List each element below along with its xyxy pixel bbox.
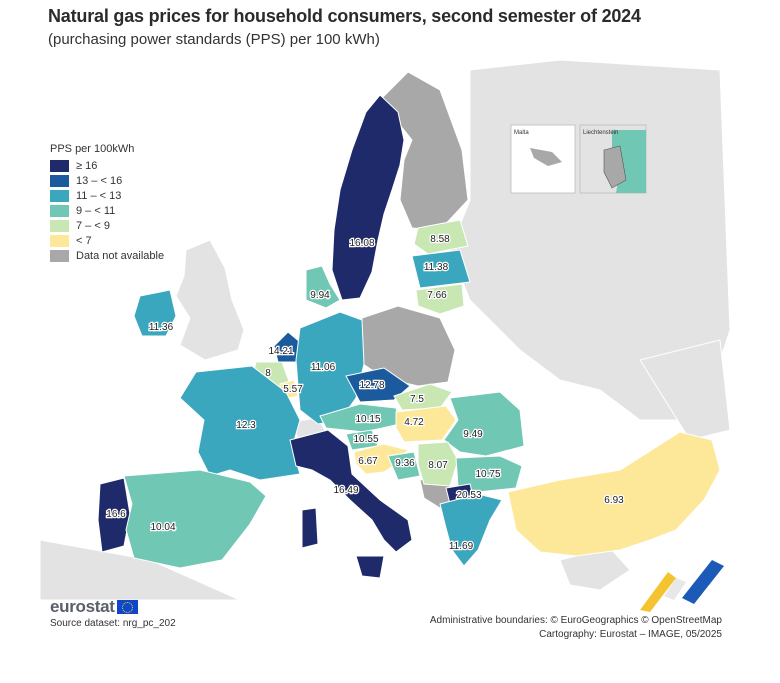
- value-label-bulgaria: 10.75: [475, 469, 500, 480]
- serbia: [417, 441, 459, 487]
- value-label-luxembourg: 5.57: [283, 384, 303, 395]
- inset-label-malta: Malta: [514, 130, 529, 136]
- value-label-turkey: 6.93: [604, 495, 624, 506]
- estonia: [413, 219, 469, 255]
- eurostat-corner-mark-icon: [640, 560, 724, 612]
- sweden: [331, 94, 405, 301]
- eurostat-logo: eurostat: [50, 597, 176, 617]
- slovakia: [393, 383, 453, 411]
- value-label-lithuania: 7.66: [427, 290, 447, 301]
- footer-left: eurostat Source dataset: nrg_pc_202: [50, 597, 176, 629]
- footer-right: Administrative boundaries: © EuroGeograp…: [430, 614, 722, 642]
- legend-item: 13 – < 16: [50, 174, 164, 188]
- source-note: Source dataset: nrg_pc_202: [50, 618, 176, 629]
- value-label-czechia: 12.78: [359, 380, 384, 391]
- legend: PPS per 100kWh ≥ 16 13 – < 16 11 – < 13 9 –…: [50, 143, 164, 264]
- france: [179, 365, 301, 481]
- value-label-romania: 9.49: [463, 429, 483, 440]
- brand-text: eurostat: [50, 597, 115, 616]
- boundaries-credit: Administrative boundaries: © EuroGeograp…: [429, 615, 722, 626]
- legend-swatch: [50, 235, 69, 247]
- value-label-italy: 16.49: [333, 485, 358, 496]
- value-label-latvia: 8.58: [430, 234, 450, 245]
- value-label-germany: 11.06: [311, 362, 336, 373]
- legend-label: Data not available: [76, 250, 165, 262]
- value-label-sweden: 16.08: [349, 238, 374, 249]
- legend-label: 11 – < 13: [76, 190, 122, 202]
- legend-title: PPS per 100kWh: [50, 143, 135, 155]
- value-label-estonia-lt: 11.38: [424, 262, 449, 273]
- lithuania: [415, 283, 465, 315]
- value-label-france: 12.3: [236, 420, 256, 431]
- value-label-north-macedonia: 20.53: [456, 490, 481, 501]
- legend-swatch: [50, 175, 69, 187]
- legend-label: < 7: [76, 235, 92, 247]
- value-label-austria: 10.15: [355, 414, 380, 425]
- sardinia: [301, 507, 319, 549]
- spain: [123, 469, 267, 569]
- legend-swatch: [50, 220, 69, 232]
- inset-malta: [510, 124, 576, 194]
- turkey: [507, 431, 721, 557]
- legend-item: Data not available: [50, 249, 164, 263]
- value-label-bosnia: 9.36: [395, 458, 415, 469]
- cartography-credit: Cartography: Eurostat – IMAGE, 05/2025: [539, 629, 722, 640]
- greece: [439, 493, 503, 567]
- value-label-belgium: 8: [265, 368, 271, 379]
- value-label-spain: 10.04: [150, 522, 175, 533]
- value-label-portugal: 16.6: [106, 509, 126, 520]
- value-label-croatia: 6.67: [358, 456, 378, 467]
- value-label-serbia: 8.07: [428, 460, 448, 471]
- value-label-netherlands: 14.21: [268, 346, 293, 357]
- sicily: [355, 555, 385, 579]
- legend-item: < 7: [50, 234, 164, 248]
- legend-rows: ≥ 16 13 – < 16 11 – < 13 9 – < 11 7 – < 9 < 7…: [50, 159, 164, 263]
- legend-swatch: [50, 250, 69, 262]
- value-label-hungary: 4.72: [404, 417, 424, 428]
- croatia: [353, 443, 409, 475]
- legend-item: ≥ 16: [50, 159, 164, 173]
- denmark: [305, 265, 341, 309]
- legend-item: 11 – < 13: [50, 189, 164, 203]
- value-label-slovakia: 7.5: [410, 394, 424, 405]
- italy: [289, 429, 413, 553]
- legend-label: 7 – < 9: [76, 220, 110, 232]
- inset-liechtenstein: [579, 124, 647, 194]
- value-label-greece: 11.69: [449, 541, 474, 552]
- value-label-slovenia: 10.55: [353, 434, 378, 445]
- legend-label: 9 – < 11: [76, 205, 116, 217]
- hungary: [395, 405, 457, 443]
- latvia: [411, 249, 471, 289]
- value-labels: 16.08 8.58 11.38 7.66 9.94 11.36 14.21 8 5.57 11.…: [105, 233, 625, 554]
- bosnia: [387, 451, 421, 481]
- value-label-denmark: 9.94: [310, 290, 330, 301]
- ireland: [133, 289, 177, 337]
- portugal: [97, 477, 131, 553]
- romania: [443, 391, 525, 457]
- legend-item: 9 – < 11: [50, 204, 164, 218]
- value-label-ireland: 11.36: [149, 322, 174, 333]
- legend-swatch: [50, 190, 69, 202]
- no-data-countries: [359, 71, 469, 509]
- inset-label-liechtenstein: Liechtenstein: [583, 130, 618, 136]
- eu-flag-icon: [116, 600, 138, 614]
- map-subtitle: (purchasing power standards (PPS) per 10…: [48, 31, 380, 48]
- legend-item: 7 – < 9: [50, 219, 164, 233]
- legend-label: 13 – < 16: [76, 175, 123, 187]
- legend-swatch: [50, 160, 69, 172]
- map-title: Natural gas prices for household consume…: [48, 6, 641, 26]
- legend-swatch: [50, 205, 69, 217]
- poland: [359, 305, 456, 387]
- legend-label: ≥ 16: [76, 160, 98, 172]
